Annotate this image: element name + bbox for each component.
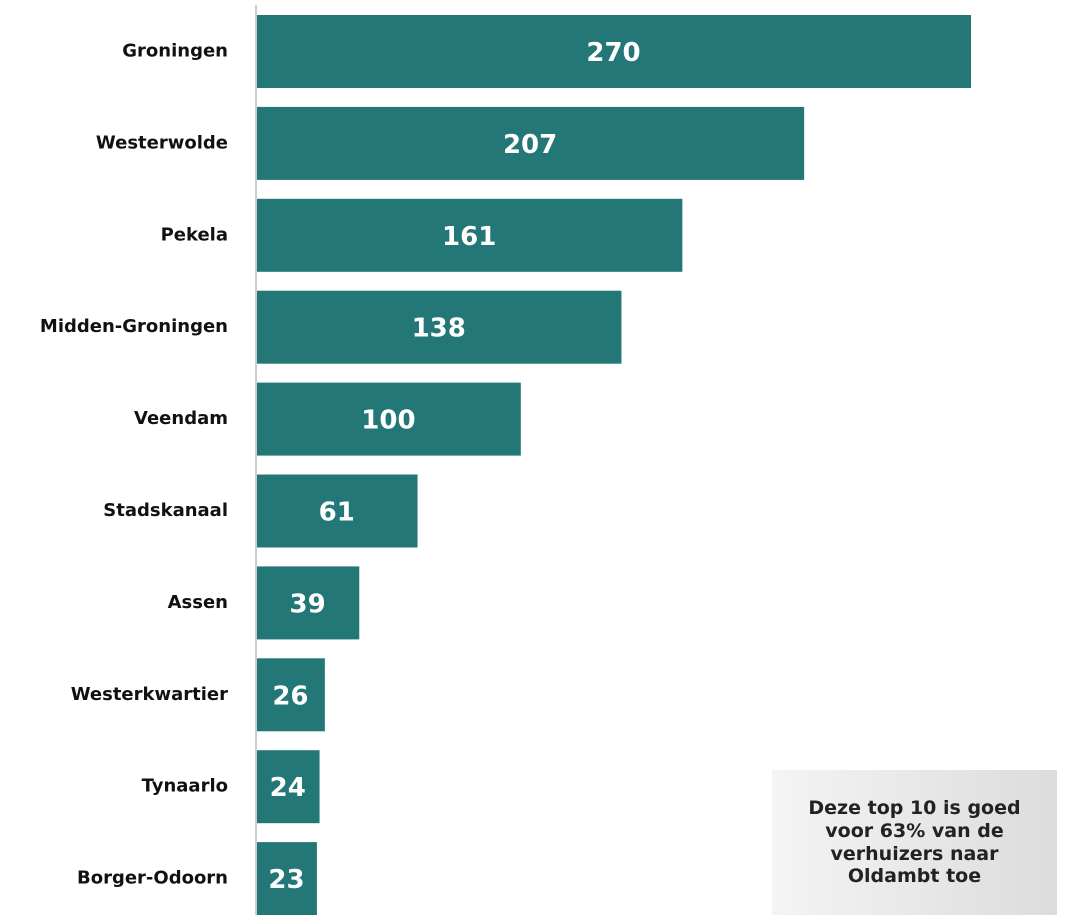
value-label: 24: [270, 773, 306, 803]
y-tick-label: Veendam: [134, 408, 228, 429]
y-tick-label: Westerkwartier: [71, 684, 228, 705]
y-tick-label: Borger-Odoorn: [77, 868, 228, 889]
bar: [257, 658, 325, 732]
value-label: 61: [319, 498, 355, 528]
bar: [257, 474, 418, 548]
bar: [257, 15, 971, 88]
y-tick-label: Stadskanaal: [103, 500, 228, 521]
y-tick-label: Groningen: [122, 41, 228, 62]
bar: [257, 198, 683, 272]
y-tick-label: Midden-Groningen: [40, 316, 228, 337]
bar: [257, 382, 521, 456]
annotation: Deze top 10 is goed voor 63% van de verh…: [772, 770, 1057, 915]
bar: [257, 750, 320, 824]
y-tick-label: Pekela: [161, 224, 228, 245]
bar: [257, 566, 360, 640]
bar: [257, 290, 622, 364]
value-label: 270: [586, 38, 640, 68]
y-tick-label: Westerwolde: [96, 132, 228, 153]
bar: [257, 106, 805, 180]
value-label: 26: [272, 681, 308, 711]
y-tick-label: Tynaarlo: [142, 776, 228, 797]
value-label: 23: [268, 865, 304, 895]
y-tick-label: Assen: [168, 592, 228, 613]
value-label: 100: [361, 406, 415, 436]
value-label: 161: [442, 222, 496, 252]
value-label: 39: [290, 589, 326, 619]
value-label: 207: [503, 130, 557, 160]
bar: [257, 842, 317, 915]
value-label: 138: [412, 314, 466, 344]
